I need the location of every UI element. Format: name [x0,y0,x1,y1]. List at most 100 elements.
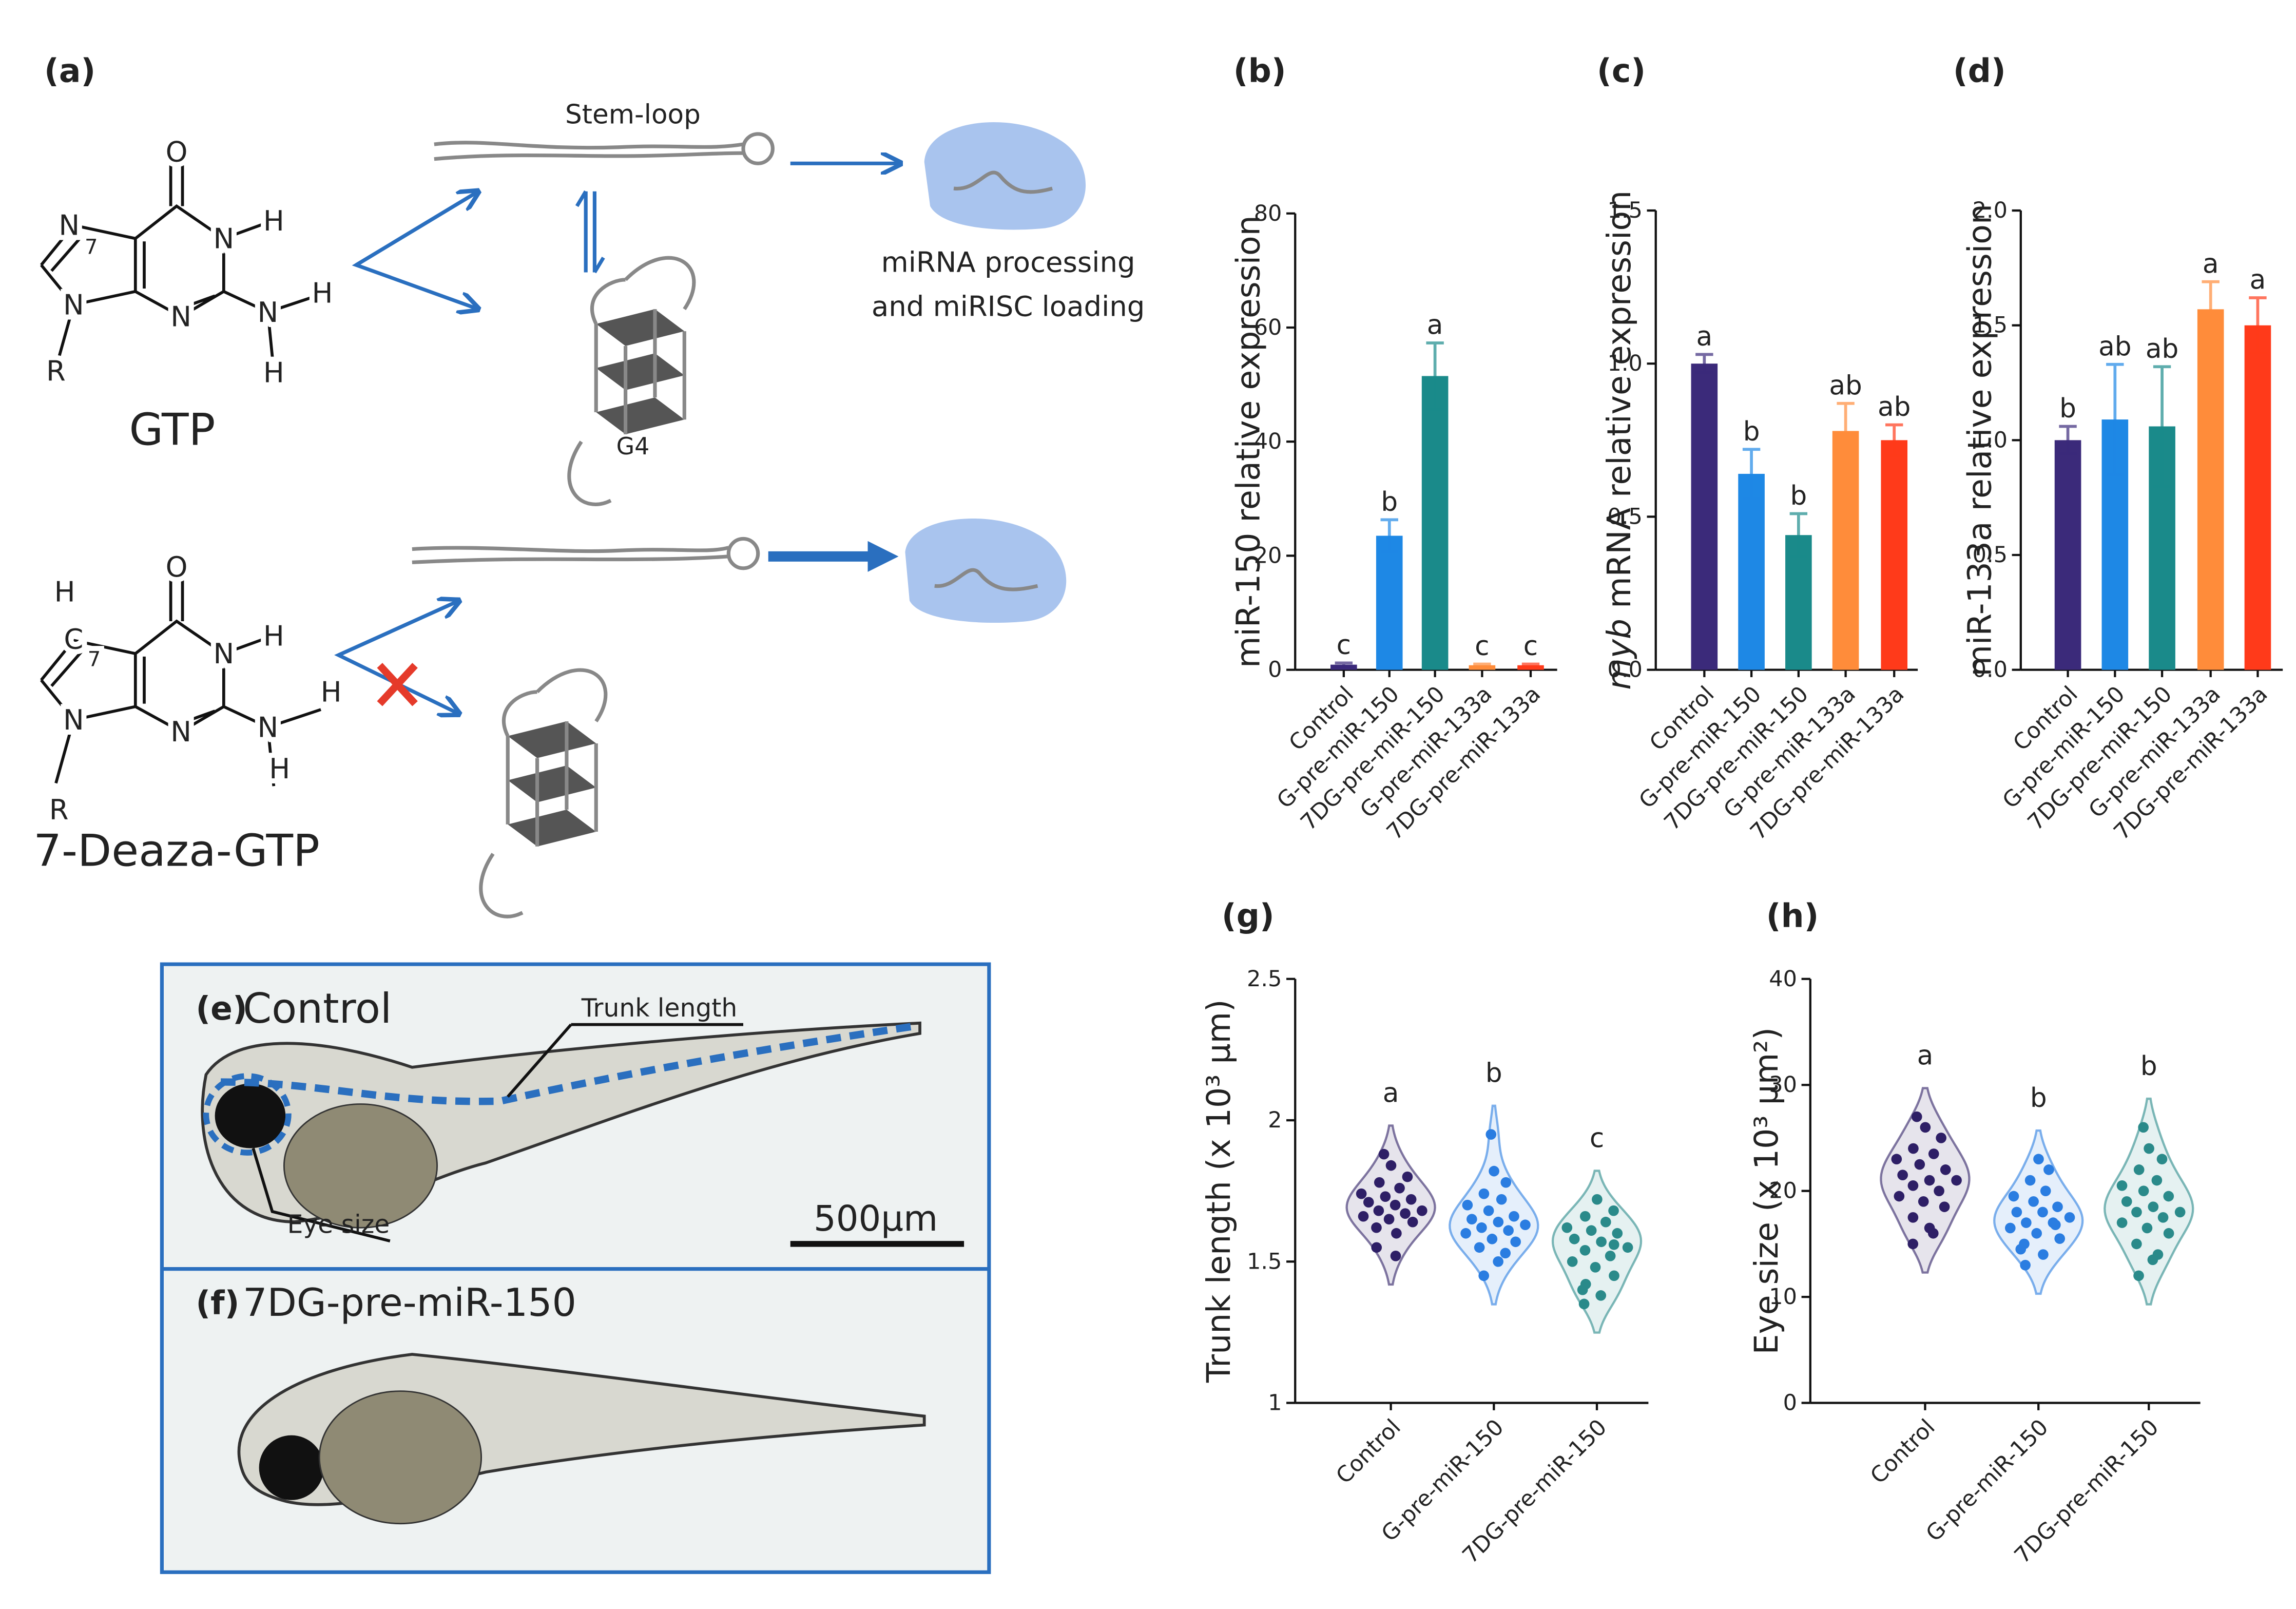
data-point [1612,1228,1623,1239]
data-point [2015,1243,2027,1255]
atom: N [213,637,234,670]
violin [1449,1104,1539,1306]
error-bar [1473,662,1491,668]
data-point [1940,1164,1951,1175]
data-point [1391,1228,1402,1239]
y-tick-label: 1.5 [1973,313,2008,338]
atom: H [269,752,290,785]
bar [1376,535,1403,670]
data-point [2144,1143,2154,1154]
atom: N [170,715,191,748]
significance-letter: b [2059,393,2076,424]
data-point [1416,1205,1427,1216]
data-point [1385,1160,1397,1171]
image-title: Control [243,984,392,1032]
error-bar [2249,296,2267,355]
panel-label: (b) [1233,52,1286,90]
data-point [2163,1191,2174,1202]
error-bar [1426,341,1444,411]
data-point [1561,1222,1573,1233]
error-bar [1335,661,1353,668]
data-point [2020,1259,2031,1271]
data-point [2152,1249,2164,1260]
y-tick-label: 1.0 [1973,427,2008,453]
data-point [1394,1182,1405,1194]
data-point [2116,1217,2128,1228]
eye-label: Eye size [287,1211,390,1239]
y-tick-label: 30 [1769,1072,1797,1098]
data-point [2008,1191,2019,1202]
y-axis-label-part: Trunk length (x 10³ µm) [1200,999,1238,1383]
y-tick-label: 0 [1268,657,1282,683]
data-point [1478,1270,1490,1281]
significance-letter: a [2203,248,2219,279]
data-point [2138,1185,2149,1196]
stem-loop-label: Stem-loop [565,100,701,130]
data-point [2157,1212,2169,1223]
atom: C [64,622,83,655]
y-tick-label: 1.5 [1608,198,1643,223]
g4-label: G4 [616,432,650,460]
y-tick-label: 80 [1254,201,1282,226]
data-point [1927,1228,1939,1239]
data-point [1608,1239,1619,1250]
image-title: 7DG-pre-miR-150 [243,1280,576,1325]
atom: N [170,300,191,333]
x-tick-label: Control [1331,1414,1405,1489]
significance-letter: b [1743,416,1760,447]
atom: H [263,356,284,389]
panel-label: (d) [1953,52,2006,90]
y-tick-label: 20 [1769,1178,1797,1204]
y-tick-label: 60 [1254,315,1282,340]
significance-letter: a [1427,310,1443,341]
error-bar [1742,448,1761,500]
error-bar [2153,365,2171,488]
panel-label: (f) [196,1284,239,1322]
bar [1881,440,1908,670]
data-point [2131,1206,2142,1218]
data-point [1897,1170,1908,1181]
data-point [1907,1238,1919,1250]
y-axis-label: Eye size (x 10³ µm²) [1747,1027,1785,1354]
data-point [1483,1205,1494,1216]
data-point [1358,1211,1369,1222]
data-point [1503,1225,1514,1236]
data-point [1569,1233,1580,1244]
atom: N [213,222,234,255]
data-point [1460,1228,1471,1239]
y-axis-label-part: Eye size (x 10³ µm²) [1747,1027,1785,1354]
data-point [1578,1298,1590,1310]
y-axis-label-part: myb [1600,619,1638,690]
data-point [1405,1194,1417,1205]
violin [1551,1170,1643,1334]
y-tick-label: 2.5 [1247,966,1282,992]
data-point [1951,1175,1962,1186]
data-point [2133,1270,2144,1281]
data-point [1402,1171,1413,1182]
data-point [2038,1249,2049,1260]
processing-label: and miRISC loading [872,290,1145,322]
data-point [1371,1242,1382,1253]
atom: N [59,209,80,242]
panel-label: (g) [1222,896,1275,934]
significance-letter: b [1790,481,1807,511]
atom: O [166,135,188,168]
data-point [1493,1216,1504,1228]
data-point [1493,1256,1503,1267]
y-tick-label: 0.0 [1973,657,2008,683]
data-point [1600,1216,1611,1228]
significance-letter: ab [1878,392,1911,423]
y-axis-label: myb mRNA relative expression [1600,190,1638,690]
data-point [1939,1201,1950,1212]
data-point [1363,1197,1374,1208]
significance-letter: a [1917,1040,1934,1071]
data-point [2133,1164,2145,1175]
atom: 7 [88,648,101,672]
error-bar [1885,423,1903,457]
data-point [1462,1199,1473,1211]
data-point [1390,1199,1401,1211]
pathway-bottom [334,519,1067,916]
data-point [1380,1191,1391,1202]
data-point [1510,1236,1521,1248]
